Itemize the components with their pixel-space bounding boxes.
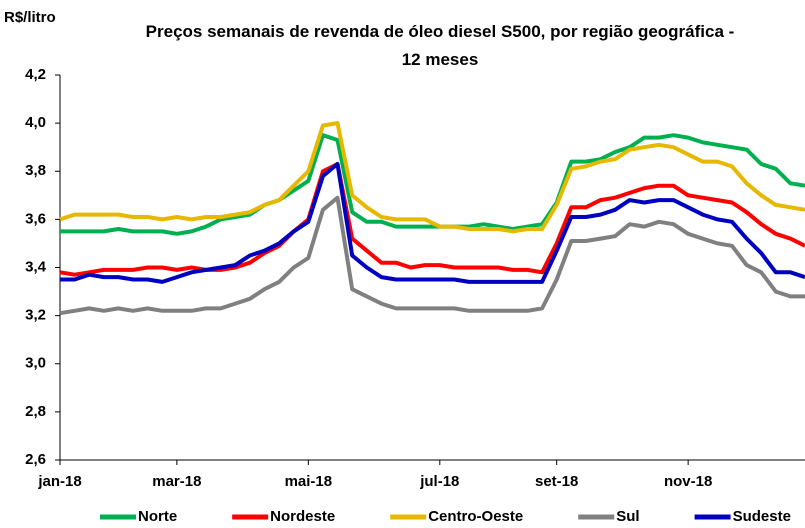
legend-label: Centro-Oeste	[428, 508, 523, 525]
series-line	[59, 121, 805, 234]
x-tick-label: set-18	[535, 473, 578, 490]
y-tick-label: 3,0	[25, 355, 46, 372]
legend-label: Nordeste	[270, 508, 335, 525]
legend-label: Norte	[138, 508, 177, 525]
legend-label: Sudeste	[733, 508, 791, 525]
chart-title: Preços semanais de revenda de óleo diese…	[145, 22, 735, 69]
y-tick-label: 3,6	[25, 210, 46, 227]
y-tick-label: 2,6	[25, 451, 46, 468]
series-line	[60, 162, 805, 284]
series-line	[60, 133, 805, 236]
y-axis-label: R$/litro	[4, 9, 56, 26]
series-line	[59, 195, 805, 316]
x-tick-label: mar-18	[152, 473, 201, 490]
x-tick-label: nov-18	[664, 473, 712, 490]
y-tick-label: 3,2	[25, 307, 46, 324]
x-tick-label: mai-18	[285, 473, 333, 490]
series-line	[59, 162, 805, 277]
legend-label: Sul	[616, 508, 639, 525]
y-tick-label: 2,8	[25, 403, 46, 420]
y-tick-label: 3,4	[25, 258, 47, 275]
y-tick-label: 4,0	[25, 114, 46, 131]
y-tick-label: 4,2	[25, 66, 46, 83]
y-tick-label: 3,8	[25, 162, 46, 179]
x-tick-label: jan-18	[37, 473, 81, 490]
x-tick-label: jul-18	[419, 473, 459, 490]
